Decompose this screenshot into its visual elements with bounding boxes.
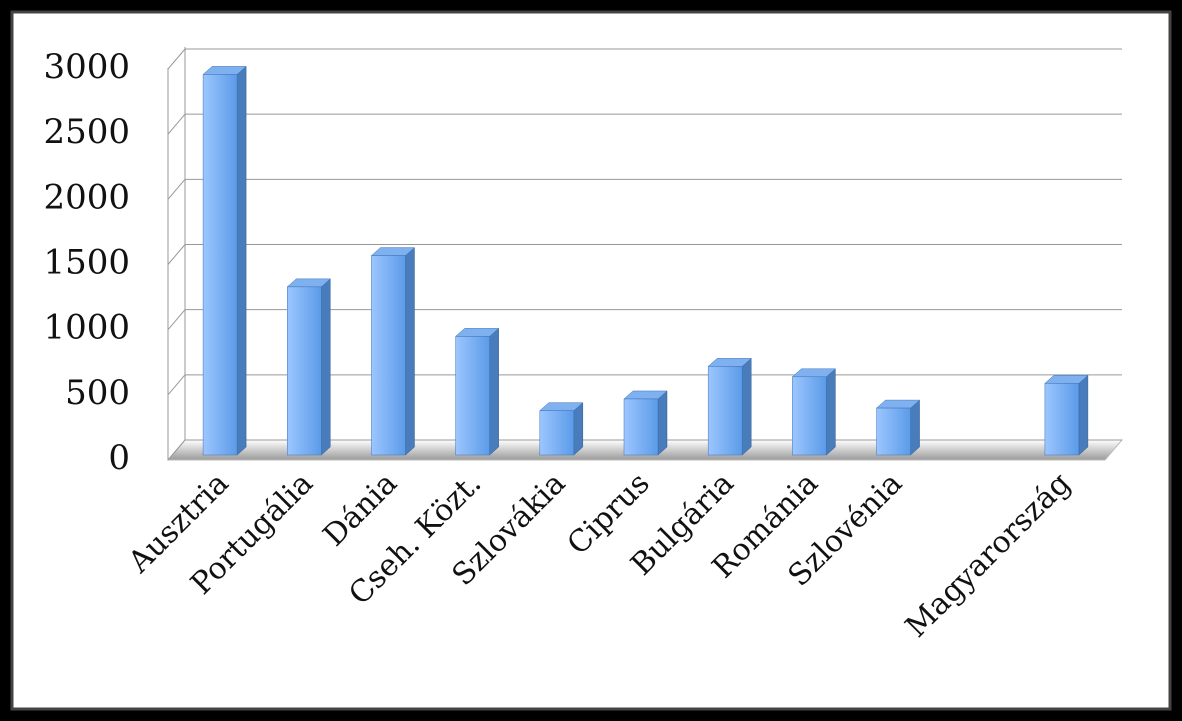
- bar: [539, 402, 584, 456]
- bar-front: [539, 410, 575, 456]
- grid-line-slant: [167, 309, 186, 330]
- bar-side: [489, 327, 499, 456]
- grid-line-slant: [167, 113, 186, 135]
- grid-line-slant: [167, 439, 186, 461]
- y-tick-label: 1000: [43, 308, 130, 348]
- grid-line-slant: [167, 374, 186, 396]
- bar-side: [321, 278, 331, 456]
- bar-front: [287, 286, 322, 456]
- bar-side: [741, 357, 752, 456]
- bar: [623, 390, 668, 456]
- grid-line-slant: [167, 48, 186, 70]
- bar-side: [910, 399, 920, 456]
- grid-line-slant: [167, 179, 186, 200]
- bar: [1044, 374, 1089, 456]
- bar-side: [573, 402, 584, 456]
- bar-front: [455, 336, 490, 456]
- y-tick-label: 2500: [43, 112, 130, 152]
- bar-side: [657, 390, 668, 456]
- y-tick-label: 2000: [43, 177, 130, 217]
- bar-side: [236, 65, 247, 456]
- bar-side: [405, 247, 415, 456]
- bar: [791, 368, 837, 456]
- bar-front: [371, 255, 406, 456]
- y-tick-label: 0: [108, 438, 130, 478]
- bar-front: [707, 366, 743, 456]
- bar: [286, 278, 331, 456]
- y-tick-label: 1500: [43, 243, 130, 283]
- bar: [454, 327, 500, 456]
- bar-front: [1044, 383, 1080, 456]
- bar: [202, 65, 247, 456]
- bar-front: [876, 407, 911, 456]
- panel: [10, 10, 1172, 711]
- bar: [707, 357, 752, 456]
- y-tick-label: 3000: [43, 47, 130, 87]
- bar-side: [1078, 374, 1089, 456]
- bar-front: [792, 376, 827, 456]
- bar: [875, 399, 921, 456]
- bar: [370, 247, 416, 456]
- bar-side: [826, 368, 836, 456]
- grid-line-slant: [167, 244, 186, 265]
- bar-front: [623, 398, 659, 456]
- bar-front: [202, 74, 238, 456]
- y-tick-label: 500: [65, 373, 130, 413]
